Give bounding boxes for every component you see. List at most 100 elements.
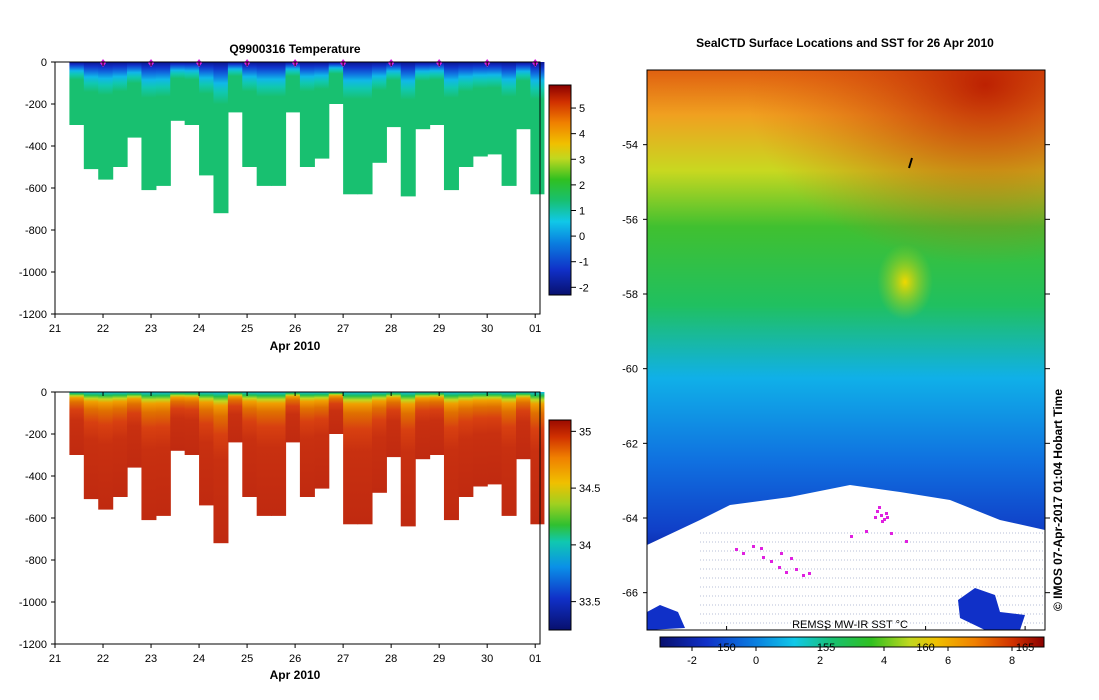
y-tick-label: -800 (25, 555, 47, 567)
salinity-profile (127, 392, 143, 468)
salinity-colorbar (548, 419, 572, 631)
seal-location (780, 552, 783, 555)
temperature-profile (256, 62, 272, 186)
sst-map-title: SealCTD Surface Locations and SST for 26… (696, 36, 994, 50)
sst-colorbar-ticks: -2 0 2 4 6 8 (687, 647, 1015, 667)
colorbar-tick-label: -2 (579, 282, 589, 294)
temperature-profile (127, 62, 143, 138)
temperature-profile (357, 62, 373, 195)
salinity-profile (357, 392, 373, 525)
temperature-profile (112, 62, 128, 167)
seal-location (742, 552, 745, 555)
temperature-profile (415, 62, 431, 130)
x-tick-label: 24 (193, 653, 205, 665)
colorbar-tick-label: 1 (579, 205, 585, 217)
salinity-profiles (69, 392, 545, 544)
sst-map-frame (646, 69, 1046, 631)
salinity-xlabel: Apr 2010 (270, 668, 321, 682)
salinity-profile (299, 392, 315, 497)
temperature-profiles (69, 59, 545, 214)
salinity-profile (170, 392, 186, 451)
lat-tick-label: -54 (622, 140, 638, 152)
temperature-profile (271, 62, 287, 186)
x-tick-label: 24 (193, 323, 205, 335)
x-tick-label: 28 (385, 653, 397, 665)
salinity-profile (501, 392, 517, 516)
salinity-profile (328, 392, 344, 434)
seal-location (762, 556, 765, 559)
y-tick-label: 0 (41, 387, 47, 399)
seal-location (770, 560, 773, 563)
colorbar-tick-label: 33.5 (579, 597, 600, 609)
sst-colorbar-tick-label: 8 (1009, 655, 1015, 667)
x-tick-label: 27 (337, 653, 349, 665)
salinity-profile (155, 392, 171, 516)
salinity-profile (141, 392, 157, 521)
colorbar-tick-label: 2 (579, 180, 585, 192)
x-tick-label: 23 (145, 653, 157, 665)
seal-location (735, 548, 738, 551)
seal-location (886, 516, 889, 519)
temperature-colorbar (548, 84, 572, 296)
temperature-profile (299, 62, 315, 167)
temperature-profile (530, 62, 545, 195)
seal-location (808, 572, 811, 575)
seal-location (802, 574, 805, 577)
salinity-profile (227, 392, 243, 443)
x-tick-label: 22 (97, 323, 109, 335)
lat-tick-label: -58 (622, 289, 638, 301)
y-tick-label: -400 (25, 141, 47, 153)
sst-colorbar (659, 636, 1045, 648)
temperature-profile (443, 62, 459, 191)
temperature-profile (386, 62, 402, 128)
salinity-profile (314, 392, 330, 489)
salinity-profile (271, 392, 287, 516)
x-tick-label: 25 (241, 653, 253, 665)
colorbar-tick-label: 35 (579, 426, 591, 438)
seal-location (865, 530, 868, 533)
salinity-profile (213, 392, 229, 544)
sst-map-lat-ticks: -54 -56 -58 -60 -62 -64 -66 (622, 140, 1050, 600)
seal-surface-locations (735, 506, 908, 577)
temperature-colorbar-ticks: 5 4 3 2 1 0 -1 -2 (571, 103, 589, 294)
seal-location (885, 512, 888, 515)
temperature-profile (458, 62, 474, 167)
temperature-profile (515, 62, 531, 130)
seal-location (795, 568, 798, 571)
salinity-profile (386, 392, 402, 458)
salinity-profile (443, 392, 459, 521)
temperature-title: Q9900316 Temperature (229, 42, 361, 56)
salinity-profile (112, 392, 128, 497)
x-tick-label: 28 (385, 323, 397, 335)
seal-location (790, 557, 793, 560)
sst-warm-eddy (877, 244, 933, 320)
sst-map-lon-ticks: 150 155 160 165 (717, 626, 1034, 654)
salinity-profile (515, 392, 531, 460)
y-tick-label: -600 (25, 183, 47, 195)
sst-map-panel: SealCTD Surface Locations and SST for 26… (622, 36, 1050, 667)
temperature-profile (170, 62, 186, 121)
seal-location (905, 540, 908, 543)
x-tick-label: 27 (337, 323, 349, 335)
lat-tick-label: -66 (622, 588, 638, 600)
temperature-profile (285, 62, 301, 113)
temperature-profile (69, 62, 85, 125)
y-tick-label: -800 (25, 225, 47, 237)
x-tick-label: 01 (529, 323, 541, 335)
seal-location (890, 532, 893, 535)
seal-location (878, 506, 881, 509)
temperature-profile (487, 62, 503, 155)
coastal-sst-east (958, 588, 1025, 630)
temperature-profile (184, 62, 200, 125)
sst-colorbar-tick-label: 4 (881, 655, 887, 667)
x-tick-label: 29 (433, 323, 445, 335)
sst-product-label: REMSS MW-IR SST °C (792, 619, 908, 631)
salinity-profile (256, 392, 272, 516)
y-tick-label: 0 (41, 57, 47, 69)
y-tick-label: -1200 (19, 639, 47, 651)
x-tick-label: 25 (241, 323, 253, 335)
seal-location (778, 566, 781, 569)
